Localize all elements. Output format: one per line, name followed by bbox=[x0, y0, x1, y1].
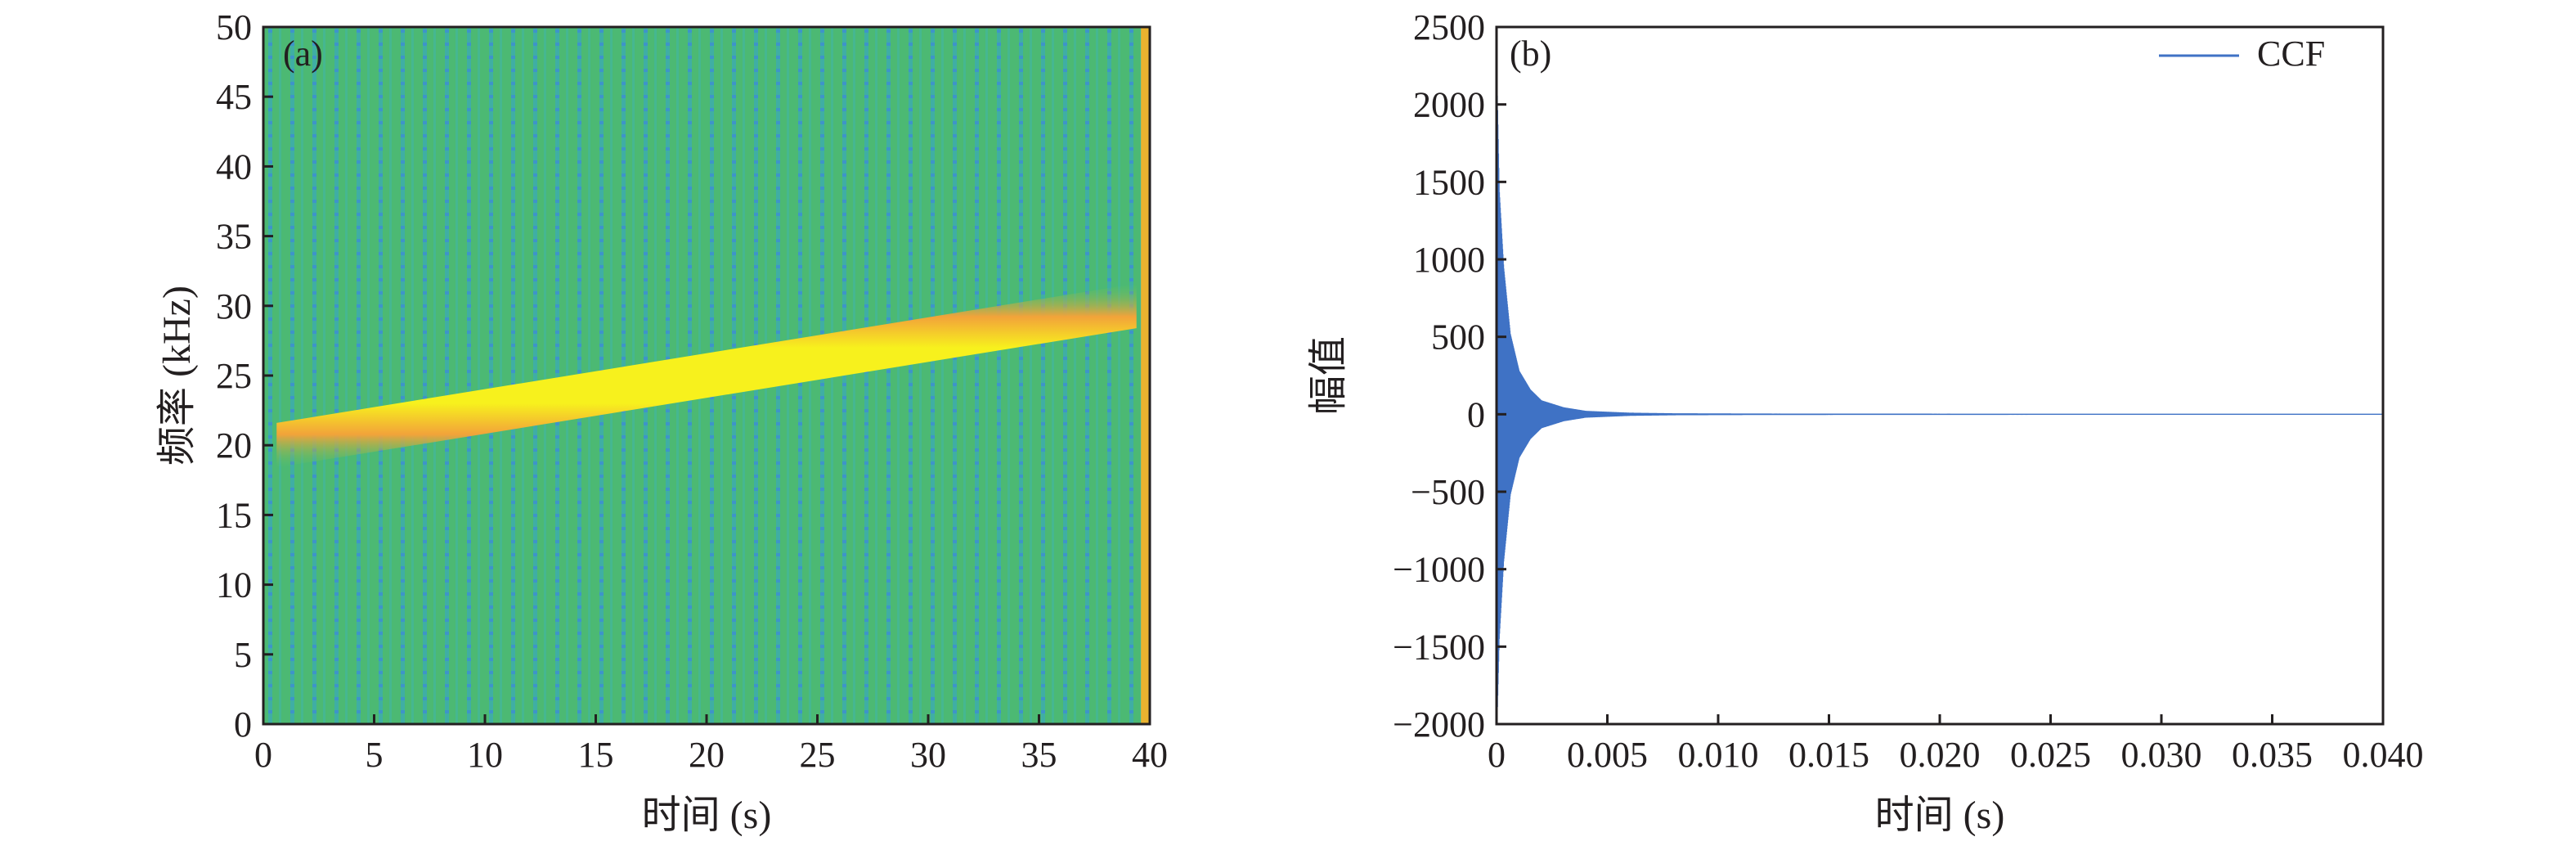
x-tick-label-a: 35 bbox=[1021, 735, 1057, 775]
chirp-ridge bbox=[276, 283, 1137, 468]
x-tick-label-b: 0 bbox=[1488, 735, 1506, 775]
x-tick-label-a: 0 bbox=[254, 735, 272, 775]
legend: CCF bbox=[2159, 34, 2325, 74]
panel-label-a: (a) bbox=[283, 34, 323, 74]
y-axis-b: −2000 −1500 −1000 −500 0 500 1000 1500 2000 2500 bbox=[1393, 7, 1506, 745]
y-tick-label-b: 1500 bbox=[1413, 162, 1485, 202]
edge-artifact bbox=[1141, 27, 1150, 724]
y-tick-label-a: 5 bbox=[234, 635, 252, 675]
y-tick-label-b: −1000 bbox=[1393, 550, 1485, 590]
ccf-panel: 0 0.005 0.010 0.015 0.020 0.025 0.030 0.035 0.04… bbox=[1307, 7, 2424, 837]
x-axis-title-b: 时间 (s) bbox=[1875, 794, 2005, 837]
y-axis-title-a: 频率 (kHz) bbox=[155, 286, 199, 466]
x-axis-b: 0 0.005 0.010 0.015 0.020 0.025 0.030 0.035 0.04… bbox=[1488, 714, 2424, 775]
y-tick-label-a: 35 bbox=[216, 217, 252, 257]
y-tick-label-b: 2000 bbox=[1413, 85, 1485, 125]
y-tick-label-a: 45 bbox=[216, 77, 252, 117]
y-tick-label-a: 40 bbox=[216, 146, 252, 187]
x-tick-label-b: 0.010 bbox=[1678, 735, 1759, 775]
y-tick-label-b: 500 bbox=[1431, 317, 1485, 358]
x-tick-label-b: 0.035 bbox=[2232, 735, 2313, 775]
y-tick-label-a: 50 bbox=[216, 7, 252, 47]
y-tick-label-b: −500 bbox=[1411, 472, 1485, 512]
y-axis-a: 0 5 10 15 20 25 30 35 40 45 50 bbox=[216, 7, 273, 745]
y-tick-label-b: 2500 bbox=[1413, 7, 1485, 47]
y-axis-title-b: 幅值 bbox=[1307, 336, 1350, 415]
x-tick-label-a: 25 bbox=[800, 735, 836, 775]
x-tick-label-b: 0.015 bbox=[1788, 735, 1869, 775]
ccf-trace bbox=[1497, 81, 2383, 719]
x-tick-label-a: 30 bbox=[910, 735, 946, 775]
panel-label-b: (b) bbox=[1510, 34, 1551, 74]
y-tick-label-a: 20 bbox=[216, 425, 252, 466]
x-tick-label-a: 5 bbox=[366, 735, 384, 775]
y-tick-label-a: 15 bbox=[216, 495, 252, 535]
y-tick-label-b: 0 bbox=[1467, 394, 1485, 434]
x-tick-label-a: 10 bbox=[467, 735, 503, 775]
x-tick-label-b: 0.030 bbox=[2121, 735, 2202, 775]
x-tick-label-a: 40 bbox=[1132, 735, 1168, 775]
x-axis-a: 0 5 10 15 20 25 30 35 40 bbox=[254, 714, 1168, 775]
y-tick-label-a: 25 bbox=[216, 356, 252, 396]
x-tick-label-b: 0.040 bbox=[2343, 735, 2424, 775]
x-tick-label-b: 0.005 bbox=[1567, 735, 1648, 775]
x-tick-label-b: 0.020 bbox=[1900, 735, 1981, 775]
y-tick-label-b: −2000 bbox=[1393, 704, 1485, 745]
x-tick-label-b: 0.025 bbox=[2010, 735, 2091, 775]
x-tick-label-a: 15 bbox=[578, 735, 614, 775]
y-tick-label-a: 30 bbox=[216, 286, 252, 326]
y-tick-label-a: 10 bbox=[216, 565, 252, 605]
y-tick-label-b: −1500 bbox=[1393, 627, 1485, 667]
spectrogram-panel: 0 5 10 15 20 25 30 35 40 0 5 10 15 20 25 30 35 40 45 50 (a… bbox=[155, 7, 1168, 837]
legend-label-ccf: CCF bbox=[2257, 34, 2325, 74]
y-tick-label-b: 1000 bbox=[1413, 240, 1485, 280]
spectrogram-image bbox=[263, 27, 1150, 724]
x-axis-title-a: 时间 (s) bbox=[642, 794, 772, 837]
axes-frame-b bbox=[1495, 25, 2385, 726]
x-tick-label-a: 20 bbox=[689, 735, 725, 775]
y-tick-label-a: 0 bbox=[234, 704, 252, 745]
